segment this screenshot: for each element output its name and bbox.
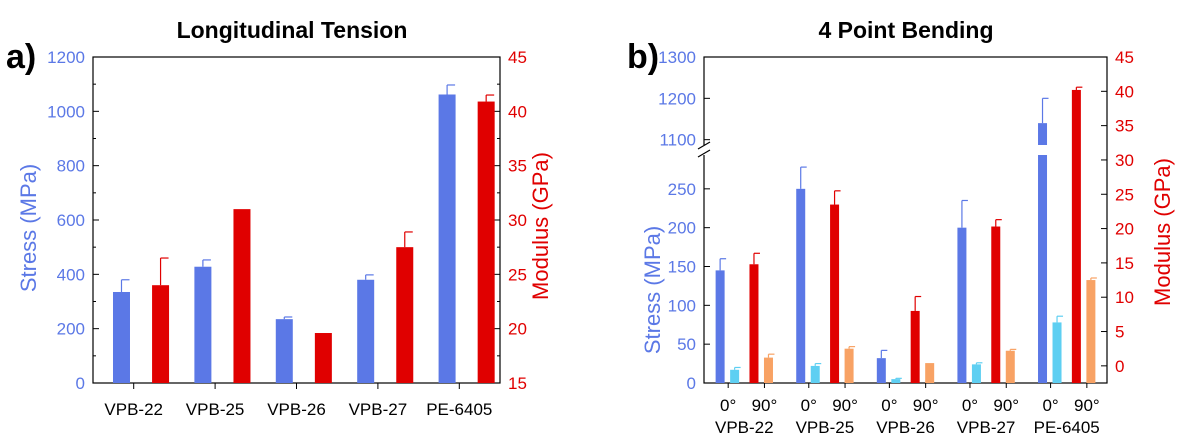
bar	[1038, 123, 1048, 145]
bar	[1005, 350, 1015, 383]
y-tick-label: 0	[76, 374, 85, 393]
y2-tick-label: 25	[1115, 185, 1134, 204]
bar	[396, 247, 414, 383]
y2-tick-label: 45	[508, 48, 527, 67]
x-tick-label: VPB-27	[349, 400, 408, 419]
y-tick-label: 1300	[658, 48, 696, 67]
x-orientation-label: 0°	[801, 396, 817, 415]
y2-tick-label: 40	[1115, 82, 1134, 101]
axis-break-gap	[694, 145, 714, 155]
bar	[438, 94, 456, 384]
x-orientation-label: 90°	[993, 396, 1019, 415]
bar	[763, 357, 773, 383]
x-group-label: VPB-25	[796, 418, 855, 437]
y2-tick-label: 35	[508, 157, 527, 176]
y-tick-label: 1100	[659, 131, 696, 150]
bar	[957, 227, 967, 383]
panel-b-ylabel: Stress (MPa)	[640, 226, 665, 354]
x-orientation-label: 90°	[832, 396, 858, 415]
y2-tick-label: 5	[1115, 323, 1124, 342]
y-tick-label: 0	[687, 374, 696, 393]
y2-tick-label: 0	[1115, 357, 1124, 376]
x-tick-label: VPB-22	[104, 400, 163, 419]
y-tick-label: 1200	[47, 48, 85, 67]
bar	[314, 333, 332, 383]
bar	[891, 379, 901, 383]
x-group-label: VPB-27	[957, 418, 1016, 437]
bar	[1038, 155, 1048, 383]
bar	[112, 291, 130, 383]
x-tick-label: VPB-26	[267, 400, 326, 419]
y-tick-label: 1000	[47, 102, 85, 121]
axis-break-mark	[697, 141, 711, 150]
bar	[810, 365, 820, 383]
bar	[1071, 89, 1081, 383]
panel-a-plot: 0 200 400 600 800 1000 1200 15 20 25 30 35 40 45 VPB-2…	[47, 48, 527, 419]
y-tick-label: 600	[57, 211, 85, 230]
x-orientation-label: 0°	[1042, 396, 1058, 415]
bar	[830, 204, 840, 383]
bar	[275, 319, 293, 383]
y-tick-label: 800	[57, 157, 85, 176]
y-tick-label: 200	[668, 219, 696, 238]
bar	[925, 363, 935, 383]
y2-tick-label: 45	[1115, 48, 1134, 67]
panel-a-y2label: Modulus (GPa)	[528, 152, 553, 300]
bar	[357, 279, 375, 383]
axis-break-mark	[697, 149, 711, 158]
x-orientation-label: 90°	[752, 396, 778, 415]
x-orientation-label: 90°	[913, 396, 939, 415]
bar	[991, 226, 1001, 383]
x-group-label: VPB-26	[876, 418, 935, 437]
panel-a-label: a)	[6, 38, 36, 76]
panel-b-y2label: Modulus (GPa)	[1150, 158, 1175, 306]
x-orientation-label: 0°	[962, 396, 978, 415]
y-tick-label: 250	[668, 180, 696, 199]
x-tick-label: PE-6405	[426, 400, 492, 419]
bar	[730, 369, 740, 383]
panel-b-plot: 0 50 100 150 200 250 1100 1200 1300 0 5 10 15 20 25 30 3…	[658, 48, 1134, 437]
y-tick-label: 1200	[658, 89, 696, 108]
bar	[233, 209, 251, 383]
y2-tick-label: 15	[1115, 254, 1134, 273]
x-tick-label: VPB-25	[186, 400, 245, 419]
bar	[749, 264, 759, 383]
y-tick-label: 400	[57, 265, 85, 284]
y2-tick-label: 30	[508, 211, 527, 230]
x-orientation-label: 90°	[1074, 396, 1100, 415]
x-group-label: PE-6405	[1034, 418, 1100, 437]
y2-tick-label: 25	[508, 265, 527, 284]
y2-tick-label: 15	[508, 374, 527, 393]
panel-b-label: b)	[627, 38, 659, 76]
bar	[194, 266, 212, 383]
panel-b-title: 4 Point Bending	[818, 17, 993, 43]
x-group-label: VPB-22	[715, 418, 774, 437]
y2-tick-label: 10	[1115, 288, 1134, 307]
y2-tick-label: 35	[1115, 117, 1134, 136]
y-tick-label: 200	[57, 320, 85, 339]
panel-a-ylabel: Stress (MPa)	[16, 164, 41, 292]
bar	[715, 270, 725, 383]
bar	[152, 285, 170, 383]
plot-frame	[703, 56, 1108, 384]
x-orientation-label: 0°	[720, 396, 736, 415]
y-tick-label: 150	[668, 258, 696, 277]
bar	[1086, 280, 1096, 383]
bar	[477, 101, 495, 383]
y-tick-label: 50	[677, 335, 696, 354]
y2-tick-label: 40	[508, 102, 527, 121]
bar	[910, 310, 920, 383]
x-orientation-label: 0°	[881, 396, 897, 415]
y-tick-label: 100	[668, 296, 696, 315]
panel-a-title: Longitudinal Tension	[177, 17, 408, 43]
bar	[1052, 322, 1062, 383]
y2-tick-label: 20	[508, 320, 527, 339]
bar	[876, 358, 886, 383]
bar	[971, 364, 981, 383]
bar	[844, 348, 854, 383]
y2-tick-label: 30	[1115, 151, 1134, 170]
y2-tick-label: 20	[1115, 220, 1134, 239]
bar	[796, 188, 806, 383]
